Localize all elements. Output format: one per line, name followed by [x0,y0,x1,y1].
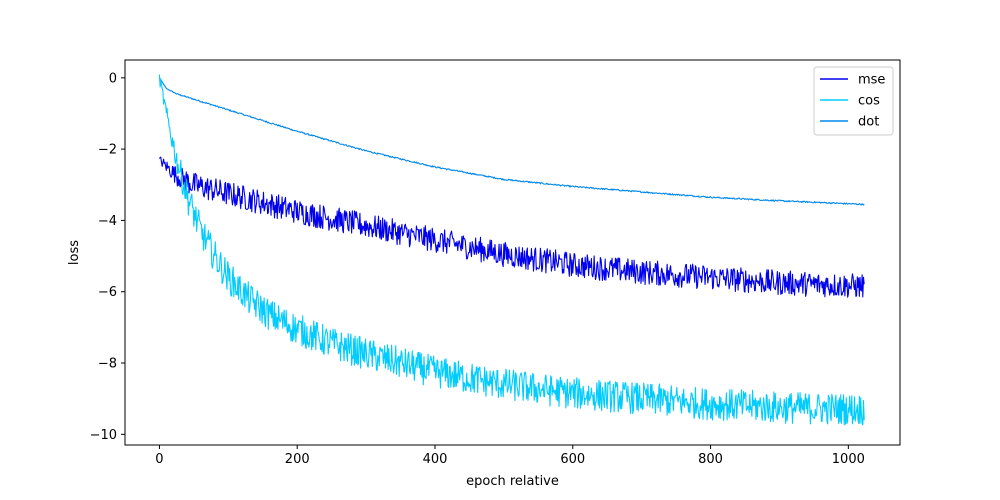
legend-label-dot: dot [858,115,879,130]
series-line-dot [158,77,865,206]
x-tick-label: 200 [285,452,310,467]
x-axis-label: epoch relative [466,474,559,489]
legend-box [813,66,894,136]
series-line-cos [158,74,865,426]
y-tick-label: −8 [98,357,117,372]
legend-label-mse: mse [858,73,885,88]
y-tick-label: −4 [98,214,117,229]
y-axis-label: loss [67,240,82,265]
x-tick-label: 400 [423,452,448,467]
x-tick-label: 600 [560,452,585,467]
series-line-mse [158,156,865,298]
x-tick-label: 800 [698,452,723,467]
y-tick-label: −10 [90,428,117,443]
legend: mse cos dot [813,66,894,136]
x-axis: 0 200 400 600 800 1000 [155,445,865,467]
x-tick-label: 1000 [832,452,865,467]
y-tick-label: −2 [98,143,117,158]
plot-frame [124,59,901,446]
y-tick-label: −6 [98,285,117,300]
y-axis: 0 −2 −4 −6 −8 −10 [90,71,125,443]
y-tick-label: 0 [109,71,117,86]
legend-label-cos: cos [858,94,880,109]
series-layer [158,74,865,426]
x-tick-label: 0 [155,452,163,467]
